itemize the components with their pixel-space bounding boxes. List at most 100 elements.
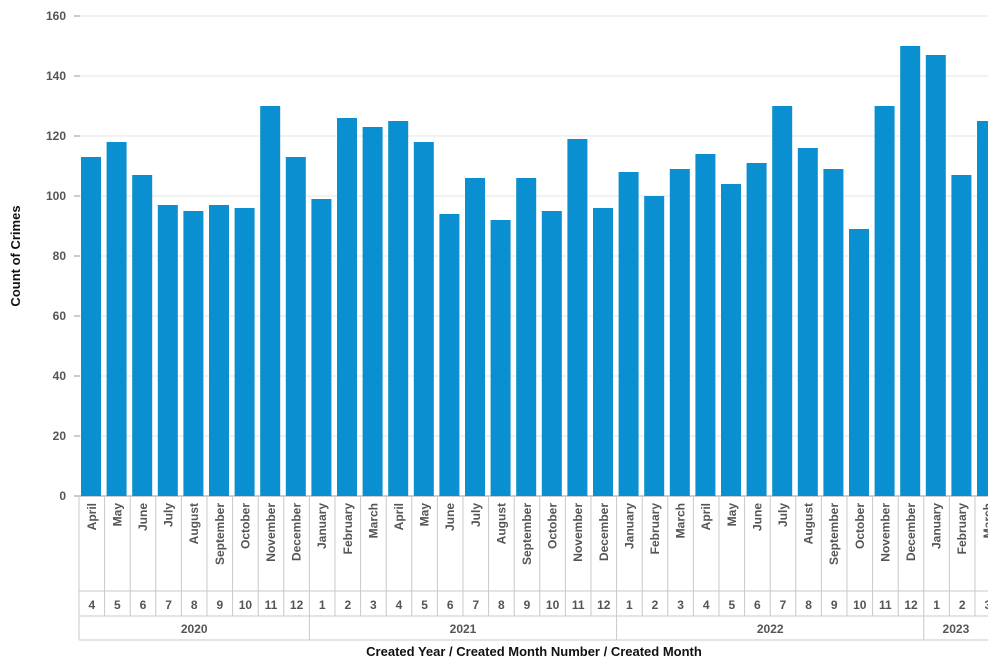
y-axis-ticks: 0 20 40 60 80 100 120 140 160: [46, 9, 80, 503]
bar: [388, 121, 409, 496]
x-month-number-label: 1: [626, 598, 633, 612]
x-month-number-label: 11: [572, 598, 585, 612]
x-month-label: January: [622, 503, 636, 549]
x-month-label: August: [494, 503, 508, 544]
x-month-number-label: 2: [344, 598, 351, 612]
bar: [618, 172, 639, 496]
bar: [490, 220, 511, 496]
x-year-label: 2020: [181, 622, 208, 636]
x-month-label: February: [648, 503, 662, 555]
x-month-label: February: [341, 503, 355, 555]
x-month-number-label: 6: [754, 598, 761, 612]
x-month-label: June: [136, 503, 150, 531]
x-month-label: May: [418, 503, 432, 527]
bar: [823, 169, 844, 496]
bar: [721, 184, 741, 496]
bar: [413, 142, 434, 496]
bar: [900, 46, 921, 496]
bar: [977, 121, 988, 496]
bars: [81, 46, 988, 496]
x-month-label: September: [213, 503, 227, 565]
x-month-label: October: [546, 503, 560, 549]
bar: [874, 106, 895, 496]
x-month-number-label: 1: [933, 598, 940, 612]
x-month-label: April: [392, 503, 406, 530]
y-tick-label: 140: [46, 69, 66, 83]
bar: [951, 175, 972, 496]
x-month-number-label: 9: [216, 598, 223, 612]
bar: [81, 157, 101, 496]
x-month-label: May: [110, 503, 124, 527]
x-month-label: October: [853, 503, 867, 549]
x-month-label: September: [520, 503, 534, 565]
x-month-label: March: [981, 503, 988, 538]
x-month-label: March: [674, 503, 688, 538]
bar: [183, 211, 204, 496]
x-month-label: April: [699, 503, 713, 530]
x-month-label: August: [802, 503, 816, 544]
bar: [593, 208, 613, 496]
x-month-number-label: 10: [853, 598, 867, 612]
bar: [849, 229, 869, 496]
x-month-label: October: [238, 503, 252, 549]
x-axis-labels: April 4 May 5 June 6 July 7 August 8 September 9 Oct…: [78, 497, 988, 641]
x-month-label: July: [469, 503, 483, 527]
x-month-number-label: 3: [984, 598, 988, 612]
x-month-label: May: [725, 503, 739, 527]
y-axis-title: Count of Crimes: [8, 205, 23, 306]
bar: [669, 169, 690, 496]
x-month-label: January: [315, 503, 329, 549]
x-month-number-label: 4: [396, 598, 403, 612]
x-month-label: June: [443, 503, 457, 531]
x-month-number-label: 12: [597, 598, 611, 612]
x-month-number-label: 12: [904, 598, 918, 612]
bar: [209, 205, 229, 496]
y-tick-label: 120: [46, 129, 66, 143]
y-tick-label: 0: [59, 489, 66, 503]
x-month-label: September: [827, 503, 841, 565]
x-month-number-label: 10: [239, 598, 253, 612]
x-axis-title: Created Year / Created Month Number / Cr…: [366, 644, 702, 659]
x-month-label: July: [162, 503, 176, 527]
bar: [746, 163, 767, 496]
x-month-number-label: 6: [140, 598, 147, 612]
x-month-number-label: 3: [370, 598, 377, 612]
x-month-number-label: 8: [191, 598, 198, 612]
x-month-number-label: 5: [421, 598, 428, 612]
x-month-number-label: 2: [652, 598, 659, 612]
x-month-label: November: [571, 503, 585, 562]
x-month-number-label: 2: [959, 598, 966, 612]
x-month-number-label: 1: [319, 598, 326, 612]
y-tick-label: 40: [53, 369, 67, 383]
bar: [285, 157, 306, 496]
bar: [925, 55, 946, 496]
x-month-number-label: 11: [265, 598, 278, 612]
bar: [337, 118, 357, 496]
y-tick-label: 100: [46, 189, 66, 203]
x-month-number-label: 5: [114, 598, 121, 612]
x-month-label: July: [776, 503, 790, 527]
y-tick-label: 60: [53, 309, 67, 323]
x-month-label: February: [955, 503, 969, 555]
x-year-label: 2023: [943, 622, 970, 636]
bar: [465, 178, 485, 496]
x-month-number-label: 4: [88, 598, 95, 612]
x-month-label: August: [187, 503, 201, 544]
bar: [132, 175, 153, 496]
bar: [157, 205, 178, 496]
bar: [362, 127, 383, 496]
x-month-number-label: 7: [780, 598, 787, 612]
bar: [644, 196, 665, 496]
x-month-number-label: 6: [447, 598, 454, 612]
x-month-number-label: 11: [879, 598, 892, 612]
x-month-number-label: 9: [831, 598, 838, 612]
bar: [516, 178, 537, 496]
x-month-label: November: [264, 503, 278, 562]
bar: [311, 199, 332, 496]
x-month-label: January: [930, 503, 944, 549]
x-month-number-label: 12: [290, 598, 304, 612]
bar: [567, 139, 588, 496]
x-year-label: 2022: [757, 622, 784, 636]
x-month-label: November: [878, 503, 892, 562]
y-tick-label: 160: [46, 9, 66, 23]
